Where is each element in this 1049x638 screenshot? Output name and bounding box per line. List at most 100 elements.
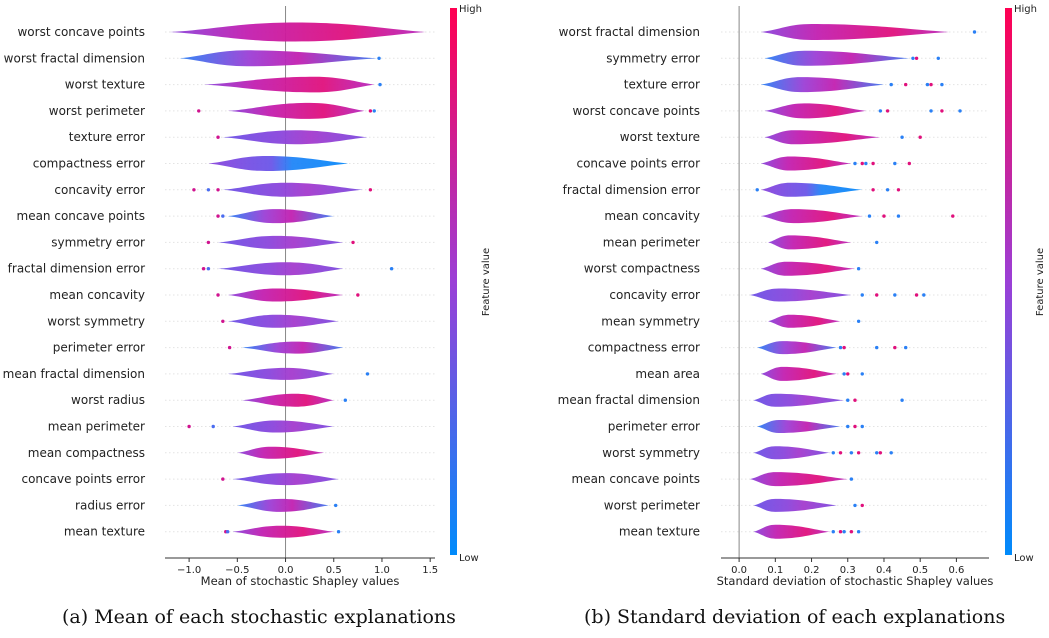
x-tick-label: 1.0 xyxy=(374,565,390,576)
violin-shape xyxy=(222,182,363,197)
feature-label: mean area xyxy=(635,367,700,381)
colorbar-b-high-label: High xyxy=(1014,4,1037,15)
violin-shape xyxy=(227,314,339,328)
outlier-point xyxy=(842,530,846,534)
outlier-point xyxy=(378,82,382,87)
violin-shape xyxy=(232,525,334,538)
outlier-point xyxy=(372,109,376,113)
violin-shape xyxy=(760,209,863,224)
feature-label: perimeter error xyxy=(608,420,700,434)
outlier-point xyxy=(377,56,381,60)
violin-shape xyxy=(760,366,837,381)
outlier-point xyxy=(896,188,901,192)
colorbar-b: High Low Feature value xyxy=(1005,4,1046,564)
x-tick-label: 0.6 xyxy=(948,565,964,576)
outlier-point xyxy=(849,477,854,481)
violin-shape xyxy=(749,288,852,302)
outlier-point xyxy=(197,109,201,113)
feature-label: worst concave points xyxy=(572,104,700,118)
violin-shape xyxy=(757,420,841,433)
colorbar-a-high-label: High xyxy=(459,4,482,15)
outlier-point xyxy=(951,214,955,218)
panel-a-mean-chart: worst concave points worst fractal dimens… xyxy=(3,6,438,588)
outlier-point xyxy=(842,345,846,350)
outlier-point xyxy=(831,530,835,534)
outlier-point xyxy=(925,82,930,87)
outlier-point xyxy=(343,398,348,402)
outlier-point xyxy=(900,135,904,139)
violin-shape xyxy=(227,288,344,302)
outlier-point xyxy=(368,188,373,192)
violin-shape xyxy=(760,24,950,40)
outlier-point xyxy=(853,424,857,429)
violin-shape xyxy=(764,130,881,145)
outlier-point xyxy=(221,477,225,481)
violin-shape xyxy=(242,393,334,407)
outlier-point xyxy=(918,135,922,139)
feature-label: texture error xyxy=(69,130,145,144)
feature-label: mean texture xyxy=(619,525,700,539)
violin-shape xyxy=(753,393,845,407)
outlier-point xyxy=(860,372,864,376)
feature-label: worst symmetry xyxy=(47,314,145,328)
feature-label: concave points error xyxy=(576,157,700,171)
outlier-point xyxy=(846,424,850,429)
x-tick-label: −1.0 xyxy=(177,565,201,576)
caption-b: (b) Standard deviation of each explanati… xyxy=(584,606,1006,628)
outlier-point xyxy=(216,293,220,297)
outlier-point xyxy=(206,188,211,192)
violin-shape xyxy=(227,367,334,380)
x-tick-label: 0.3 xyxy=(840,565,856,576)
outlier-point xyxy=(856,451,861,455)
violin-shape xyxy=(237,498,329,512)
outlier-point xyxy=(860,424,864,429)
violin-shape xyxy=(764,103,866,119)
outlier-point xyxy=(216,188,220,192)
outlier-point xyxy=(216,214,220,218)
outlier-point xyxy=(849,530,854,534)
violin-shape xyxy=(768,314,841,328)
feature-label: mean concavity xyxy=(604,209,700,223)
outlier-point xyxy=(846,398,850,402)
x-axis-label: Mean of stochastic Shapley values xyxy=(201,574,400,588)
outlier-point xyxy=(972,30,977,34)
outlier-point xyxy=(914,56,919,60)
outlier-point xyxy=(936,56,940,60)
violin-shape xyxy=(237,446,325,459)
feature-label: symmetry error xyxy=(51,235,145,249)
outlier-point xyxy=(929,109,933,113)
feature-label: mean concave points xyxy=(572,472,701,486)
outlier-point xyxy=(227,345,232,350)
outlier-point xyxy=(940,82,944,87)
outlier-point xyxy=(842,372,846,376)
x-axis-label: Standard deviation of stochastic Shapley… xyxy=(717,574,994,588)
outlier-point xyxy=(878,109,883,113)
outlier-point xyxy=(849,451,854,455)
outlier-point xyxy=(201,267,206,271)
violin-shape xyxy=(757,341,837,355)
violin-shape xyxy=(218,262,344,276)
outlier-point xyxy=(860,293,864,297)
outlier-point xyxy=(187,424,191,429)
colorbar-b-axis-label: Feature value xyxy=(1035,248,1046,316)
outlier-point xyxy=(864,161,868,166)
x-tick-label: 0.5 xyxy=(326,565,342,576)
feature-label: worst perimeter xyxy=(604,498,700,512)
feature-label: mean fractal dimension xyxy=(3,367,145,381)
outlier-point xyxy=(856,267,861,271)
outlier-point xyxy=(867,214,872,218)
outlier-point xyxy=(336,530,341,534)
outlier-point xyxy=(351,240,355,245)
violin-shape xyxy=(203,76,375,93)
outlier-point xyxy=(860,161,864,166)
outlier-point xyxy=(853,503,857,508)
x-tick-label: 1.5 xyxy=(422,565,438,576)
outlier-point xyxy=(878,451,883,455)
outlier-point xyxy=(875,345,879,350)
violin-shape xyxy=(753,498,837,512)
outlier-point xyxy=(875,293,879,297)
x-tick-label: 0.4 xyxy=(876,565,892,576)
outlier-point xyxy=(838,530,843,534)
outlier-point xyxy=(904,82,908,87)
